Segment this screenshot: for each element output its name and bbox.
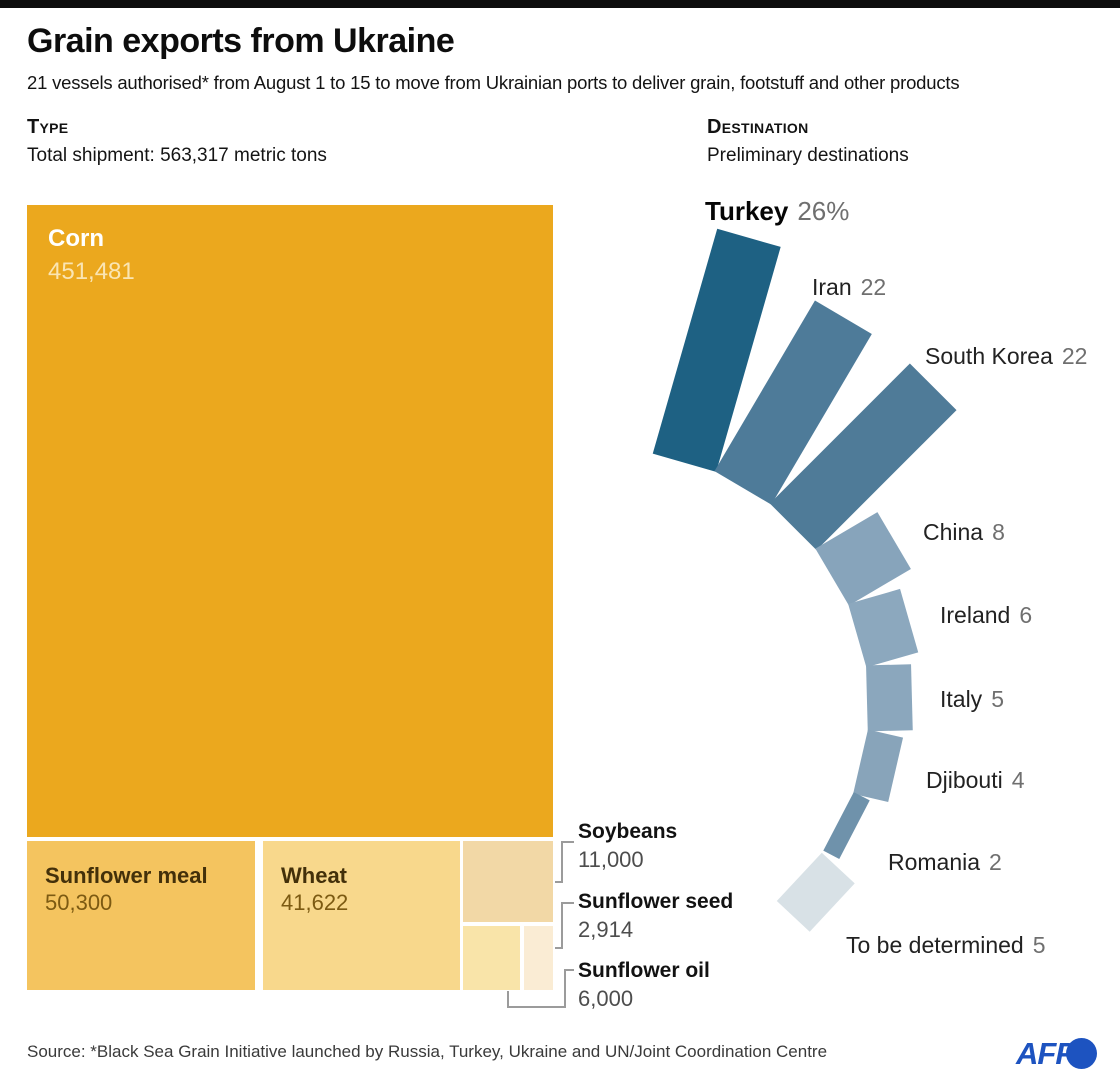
- fan-label-italy: Italy 5: [940, 686, 1004, 712]
- fan-label-djibouti: Djibouti 4: [926, 767, 1025, 793]
- fan-bar-ireland: [848, 588, 919, 668]
- treemap-block-soybeans: [463, 841, 553, 922]
- page-subtitle: 21 vessels authorised* from August 1 to …: [27, 72, 960, 93]
- treemap-label-sunflower-oil: Sunflower oil 6,000: [578, 959, 710, 1011]
- fan-label-iran: Iran 22: [812, 274, 887, 300]
- fan-label-ireland: Ireland 6: [940, 602, 1033, 628]
- fan-bar-to-be-determined: [776, 852, 855, 932]
- source-note: Source: *Black Sea Grain Initiative laun…: [27, 1042, 828, 1061]
- treemap-block-corn: [27, 205, 553, 837]
- fan-label-south-korea: South Korea 22: [925, 343, 1088, 369]
- fan-label-romania: Romania 2: [888, 849, 1002, 875]
- treemap-block-wheat: [263, 841, 460, 990]
- fan-label-china: China 8: [923, 519, 1005, 545]
- bracket-soybeans: [555, 841, 574, 883]
- treemap-label-wheat: Wheat 41,622: [281, 863, 349, 915]
- treemap-label-soybeans: Soybeans 11,000: [578, 820, 678, 872]
- top-rule: [0, 0, 1120, 8]
- fan-label-to-be-determined: To be determined 5: [846, 932, 1046, 958]
- type-section-label: Type: [27, 116, 69, 138]
- treemap-label-sunflower-seed: Sunflower seed 2,914: [578, 890, 734, 942]
- treemap-block-sunflower-oil: [463, 926, 520, 990]
- destination-section-label: Destination: [707, 116, 809, 138]
- fan-bar-romania: [823, 792, 870, 859]
- treemap-block-sunflower-seed: [524, 926, 553, 990]
- type-section-total: Total shipment: 563,317 metric tons: [27, 145, 327, 166]
- fan-bar-djibouti: [853, 729, 904, 802]
- page-title: Grain exports from Ukraine: [27, 22, 455, 60]
- fan-bar-turkey: [652, 228, 781, 472]
- fan-bar-italy: [866, 664, 913, 732]
- fan-label-turkey: Turkey 26%: [705, 196, 850, 226]
- destination-section-subtitle: Preliminary destinations: [707, 145, 909, 166]
- treemap-label-corn: Corn 451,481: [48, 225, 135, 285]
- treemap-block-sunflower-meal: [27, 841, 255, 990]
- bracket-sunflower-seed: [555, 902, 574, 949]
- afp-logo-globe-icon: [1066, 1038, 1097, 1069]
- fan-bar-iran: [714, 300, 872, 505]
- fan-bar-china: [815, 512, 911, 606]
- treemap-label-sunflower-meal: Sunflower meal 50,300: [45, 863, 208, 915]
